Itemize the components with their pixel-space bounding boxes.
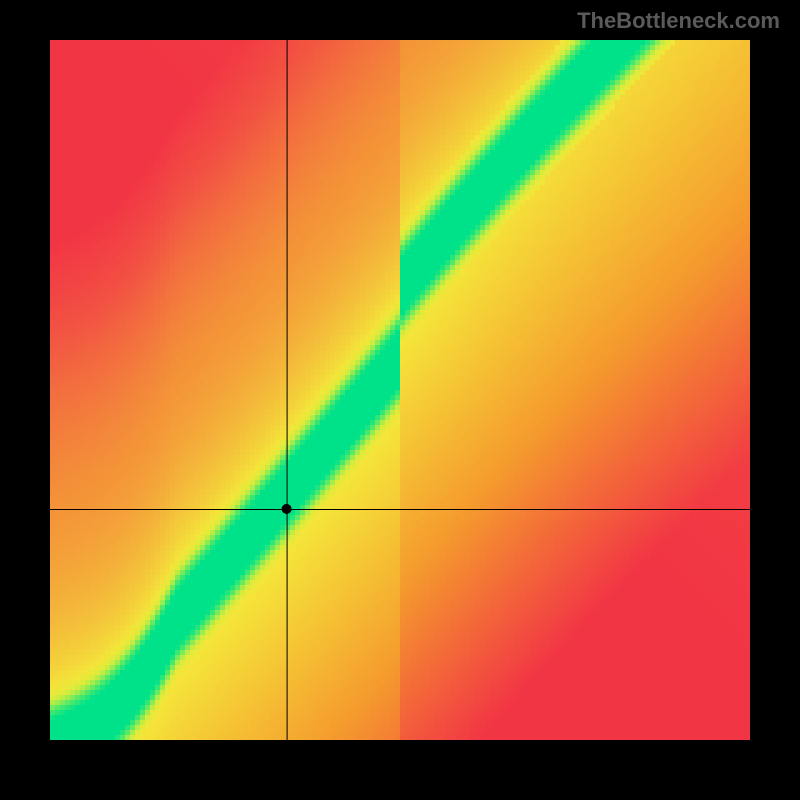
chart-container: TheBottleneck.com [0,0,800,800]
heatmap-plot [50,40,750,740]
watermark-text: TheBottleneck.com [577,8,780,34]
crosshair-overlay [50,40,750,740]
